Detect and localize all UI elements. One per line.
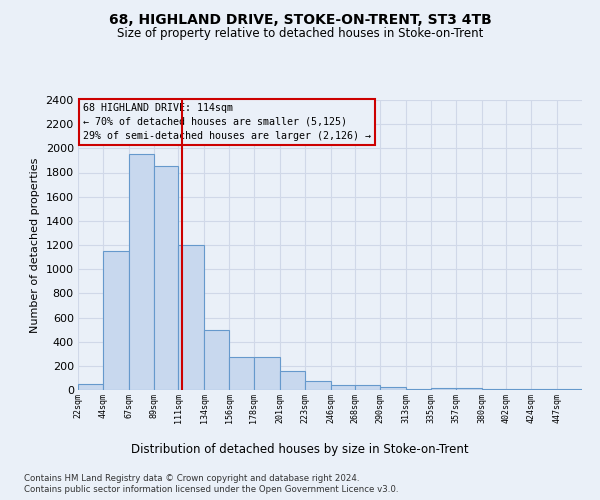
Text: 68 HIGHLAND DRIVE: 114sqm
← 70% of detached houses are smaller (5,125)
29% of se: 68 HIGHLAND DRIVE: 114sqm ← 70% of detac… (83, 103, 371, 141)
Bar (431, 388, 456, 390)
Bar (229, 358, 254, 390)
Bar (482, 389, 506, 390)
Bar (78, 384, 103, 390)
Text: Contains public sector information licensed under the Open Government Licence v3: Contains public sector information licen… (24, 485, 398, 494)
Bar (380, 387, 406, 390)
Bar (129, 154, 154, 390)
Bar (254, 358, 280, 390)
Text: Size of property relative to detached houses in Stoke-on-Trent: Size of property relative to detached ho… (117, 28, 483, 40)
Text: 68, HIGHLAND DRIVE, STOKE-ON-TRENT, ST3 4TB: 68, HIGHLAND DRIVE, STOKE-ON-TRENT, ST3 … (109, 12, 491, 26)
Text: Distribution of detached houses by size in Stoke-on-Trent: Distribution of detached houses by size … (131, 442, 469, 456)
Bar (406, 389, 431, 390)
Bar (305, 381, 331, 390)
Bar (204, 330, 229, 390)
Bar (456, 388, 482, 390)
Bar (178, 245, 204, 390)
Bar (280, 372, 305, 390)
Bar (355, 384, 380, 390)
Text: Contains HM Land Registry data © Crown copyright and database right 2024.: Contains HM Land Registry data © Crown c… (24, 474, 359, 483)
Y-axis label: Number of detached properties: Number of detached properties (30, 158, 40, 332)
Bar (103, 251, 129, 390)
Bar (154, 166, 178, 390)
Bar (331, 384, 355, 390)
